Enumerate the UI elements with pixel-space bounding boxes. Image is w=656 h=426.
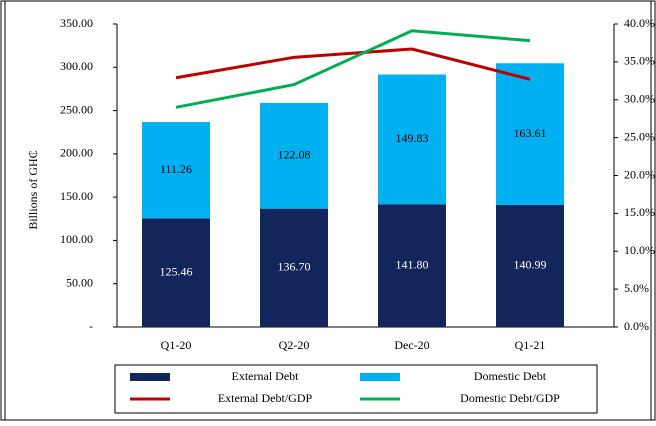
y-axis-label: Billions of GH₵ — [26, 150, 40, 229]
y2-tick-label: 25.0% — [624, 129, 655, 143]
legend-label: External Debt/GDP — [218, 391, 313, 405]
bar — [378, 204, 446, 327]
x-tick-label: Q1-21 — [515, 338, 546, 352]
bar — [142, 218, 210, 327]
y-tick-label: 350.00 — [60, 16, 93, 30]
y-tick-label: 100.00 — [60, 232, 93, 246]
bar — [260, 208, 328, 327]
y-tick-label: - — [89, 319, 93, 333]
y-tick-label: 250.00 — [60, 102, 93, 116]
y-tick-label: 200.00 — [60, 146, 93, 160]
bar — [496, 63, 564, 205]
bar-value-label: 141.80 — [396, 257, 429, 271]
bar-value-label: 122.08 — [278, 148, 311, 162]
bar-value-label: 111.26 — [160, 162, 192, 176]
bar — [496, 204, 564, 327]
y2-tick-label: 15.0% — [624, 205, 655, 219]
y2-tick-label: 20.0% — [624, 167, 655, 181]
x-tick-label: Dec-20 — [394, 338, 429, 352]
y-tick-label: 300.00 — [60, 59, 93, 73]
bar-value-label: 125.46 — [160, 264, 193, 278]
x-tick-label: Q1-20 — [161, 338, 192, 352]
bar — [378, 74, 446, 205]
x-tick-label: Q2-20 — [279, 338, 310, 352]
legend-swatch — [360, 373, 400, 381]
y2-tick-label: 5.0% — [624, 281, 649, 295]
y2-tick-label: 10.0% — [624, 243, 655, 257]
bar — [142, 122, 210, 219]
bar-value-label: 136.70 — [278, 260, 311, 274]
legend-swatch — [130, 373, 170, 381]
legend-label: External Debt — [232, 369, 300, 383]
y2-tick-label: 40.0% — [624, 16, 655, 30]
bar-value-label: 140.99 — [514, 258, 547, 272]
y-tick-label: 150.00 — [60, 189, 93, 203]
line — [175, 47, 531, 81]
legend-label: Domestic Debt — [474, 369, 547, 383]
y-tick-label: 50.00 — [66, 275, 93, 289]
bar — [260, 102, 328, 209]
y2-tick-label: 0.0% — [624, 319, 649, 333]
y2-tick-label: 35.0% — [624, 54, 655, 68]
bar-value-label: 149.83 — [396, 131, 429, 145]
line — [175, 29, 531, 109]
bar-value-label: 163.61 — [514, 126, 547, 140]
legend-box — [114, 364, 598, 414]
y2-tick-label: 30.0% — [624, 92, 655, 106]
legend-label: Domestic Debt/GDP — [460, 391, 560, 405]
